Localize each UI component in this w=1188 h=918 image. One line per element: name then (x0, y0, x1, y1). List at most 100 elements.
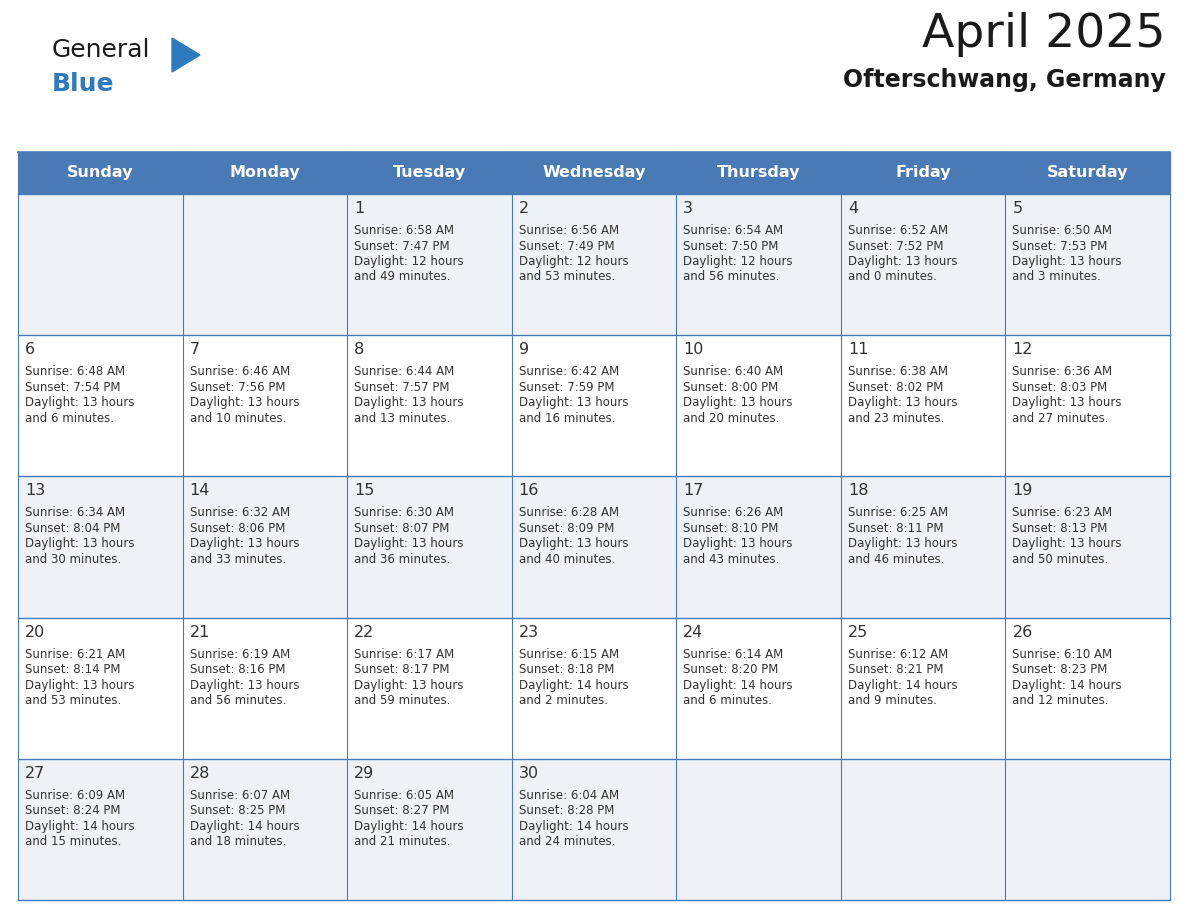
Text: Sunset: 8:13 PM: Sunset: 8:13 PM (1012, 522, 1107, 535)
Text: and 10 minutes.: and 10 minutes. (190, 411, 286, 425)
Text: Sunrise: 6:14 AM: Sunrise: 6:14 AM (683, 647, 784, 661)
Text: Sunset: 8:17 PM: Sunset: 8:17 PM (354, 663, 449, 676)
Text: Daylight: 12 hours: Daylight: 12 hours (354, 255, 463, 268)
Bar (18, 194, 1170, 335)
Text: Sunset: 8:04 PM: Sunset: 8:04 PM (25, 522, 120, 535)
Text: Sunrise: 6:38 AM: Sunrise: 6:38 AM (848, 365, 948, 378)
Text: Sunrise: 6:44 AM: Sunrise: 6:44 AM (354, 365, 454, 378)
Text: 11: 11 (848, 342, 868, 357)
Text: 24: 24 (683, 624, 703, 640)
Text: Daylight: 13 hours: Daylight: 13 hours (25, 397, 134, 409)
Text: Daylight: 13 hours: Daylight: 13 hours (1012, 537, 1121, 551)
Text: Sunset: 8:28 PM: Sunset: 8:28 PM (519, 804, 614, 817)
Text: Sunset: 8:00 PM: Sunset: 8:00 PM (683, 381, 778, 394)
Text: Daylight: 13 hours: Daylight: 13 hours (683, 537, 792, 551)
Text: 18: 18 (848, 484, 868, 498)
Text: Sunset: 7:49 PM: Sunset: 7:49 PM (519, 240, 614, 252)
Text: Daylight: 13 hours: Daylight: 13 hours (848, 397, 958, 409)
Text: 16: 16 (519, 484, 539, 498)
Text: Sunrise: 6:28 AM: Sunrise: 6:28 AM (519, 507, 619, 520)
Text: Daylight: 12 hours: Daylight: 12 hours (519, 255, 628, 268)
Text: Sunset: 8:16 PM: Sunset: 8:16 PM (190, 663, 285, 676)
Text: Daylight: 13 hours: Daylight: 13 hours (190, 537, 299, 551)
Text: 4: 4 (848, 201, 858, 216)
Text: and 3 minutes.: and 3 minutes. (1012, 271, 1101, 284)
Text: and 46 minutes.: and 46 minutes. (848, 553, 944, 565)
Text: Sunset: 7:59 PM: Sunset: 7:59 PM (519, 381, 614, 394)
Text: 28: 28 (190, 766, 210, 781)
Text: and 16 minutes.: and 16 minutes. (519, 411, 615, 425)
Text: and 50 minutes.: and 50 minutes. (1012, 553, 1108, 565)
Text: 8: 8 (354, 342, 365, 357)
Text: Sunrise: 6:50 AM: Sunrise: 6:50 AM (1012, 224, 1112, 237)
Text: Sunrise: 6:40 AM: Sunrise: 6:40 AM (683, 365, 783, 378)
Text: and 30 minutes.: and 30 minutes. (25, 553, 121, 565)
Bar (18, 152, 1170, 194)
Text: Sunset: 8:23 PM: Sunset: 8:23 PM (1012, 663, 1107, 676)
Text: Sunset: 8:27 PM: Sunset: 8:27 PM (354, 804, 449, 817)
Bar (18, 335, 1170, 476)
Text: 27: 27 (25, 766, 45, 781)
Text: Daylight: 14 hours: Daylight: 14 hours (848, 678, 958, 691)
Text: 7: 7 (190, 342, 200, 357)
Text: Sunset: 7:56 PM: Sunset: 7:56 PM (190, 381, 285, 394)
Text: 29: 29 (354, 766, 374, 781)
Text: Sunrise: 6:32 AM: Sunrise: 6:32 AM (190, 507, 290, 520)
Text: Sunrise: 6:05 AM: Sunrise: 6:05 AM (354, 789, 454, 801)
Text: Sunset: 8:07 PM: Sunset: 8:07 PM (354, 522, 449, 535)
Text: Sunrise: 6:21 AM: Sunrise: 6:21 AM (25, 647, 125, 661)
Text: Daylight: 14 hours: Daylight: 14 hours (354, 820, 463, 833)
Text: 17: 17 (683, 484, 703, 498)
Text: Daylight: 14 hours: Daylight: 14 hours (683, 678, 792, 691)
Text: Sunrise: 6:54 AM: Sunrise: 6:54 AM (683, 224, 783, 237)
Text: and 20 minutes.: and 20 minutes. (683, 411, 779, 425)
Text: Sunset: 8:10 PM: Sunset: 8:10 PM (683, 522, 778, 535)
Text: Daylight: 13 hours: Daylight: 13 hours (190, 397, 299, 409)
Polygon shape (172, 38, 200, 72)
Text: Saturday: Saturday (1047, 165, 1129, 181)
Text: Sunrise: 6:25 AM: Sunrise: 6:25 AM (848, 507, 948, 520)
Text: and 24 minutes.: and 24 minutes. (519, 835, 615, 848)
Text: and 6 minutes.: and 6 minutes. (25, 411, 114, 425)
Text: Sunrise: 6:10 AM: Sunrise: 6:10 AM (1012, 647, 1112, 661)
Text: Daylight: 13 hours: Daylight: 13 hours (848, 255, 958, 268)
Text: and 49 minutes.: and 49 minutes. (354, 271, 450, 284)
Text: 3: 3 (683, 201, 694, 216)
Text: 26: 26 (1012, 624, 1032, 640)
Text: Sunrise: 6:36 AM: Sunrise: 6:36 AM (1012, 365, 1112, 378)
Text: and 33 minutes.: and 33 minutes. (190, 553, 286, 565)
Text: and 15 minutes.: and 15 minutes. (25, 835, 121, 848)
Text: and 0 minutes.: and 0 minutes. (848, 271, 936, 284)
Text: and 43 minutes.: and 43 minutes. (683, 553, 779, 565)
Text: Daylight: 13 hours: Daylight: 13 hours (519, 397, 628, 409)
Text: Sunrise: 6:19 AM: Sunrise: 6:19 AM (190, 647, 290, 661)
Text: Sunset: 7:54 PM: Sunset: 7:54 PM (25, 381, 120, 394)
Text: 20: 20 (25, 624, 45, 640)
Text: Monday: Monday (229, 165, 301, 181)
Text: General: General (52, 38, 151, 62)
Text: 19: 19 (1012, 484, 1032, 498)
Text: Daylight: 13 hours: Daylight: 13 hours (683, 397, 792, 409)
Text: Sunrise: 6:46 AM: Sunrise: 6:46 AM (190, 365, 290, 378)
Text: and 53 minutes.: and 53 minutes. (25, 694, 121, 707)
Text: Daylight: 12 hours: Daylight: 12 hours (683, 255, 792, 268)
Text: Sunset: 8:06 PM: Sunset: 8:06 PM (190, 522, 285, 535)
Text: and 23 minutes.: and 23 minutes. (848, 411, 944, 425)
Text: and 59 minutes.: and 59 minutes. (354, 694, 450, 707)
Text: Sunrise: 6:42 AM: Sunrise: 6:42 AM (519, 365, 619, 378)
Text: Sunset: 8:21 PM: Sunset: 8:21 PM (848, 663, 943, 676)
Text: and 2 minutes.: and 2 minutes. (519, 694, 608, 707)
Text: Daylight: 13 hours: Daylight: 13 hours (354, 397, 463, 409)
Text: Sunset: 8:25 PM: Sunset: 8:25 PM (190, 804, 285, 817)
Text: April 2025: April 2025 (923, 12, 1165, 57)
Text: Sunrise: 6:48 AM: Sunrise: 6:48 AM (25, 365, 125, 378)
Text: 10: 10 (683, 342, 703, 357)
Text: 23: 23 (519, 624, 539, 640)
Text: Sunset: 7:50 PM: Sunset: 7:50 PM (683, 240, 778, 252)
Text: Tuesday: Tuesday (393, 165, 466, 181)
Text: Daylight: 13 hours: Daylight: 13 hours (1012, 255, 1121, 268)
Text: Daylight: 13 hours: Daylight: 13 hours (354, 678, 463, 691)
Text: Sunrise: 6:04 AM: Sunrise: 6:04 AM (519, 789, 619, 801)
Text: 21: 21 (190, 624, 210, 640)
Text: Daylight: 14 hours: Daylight: 14 hours (519, 820, 628, 833)
